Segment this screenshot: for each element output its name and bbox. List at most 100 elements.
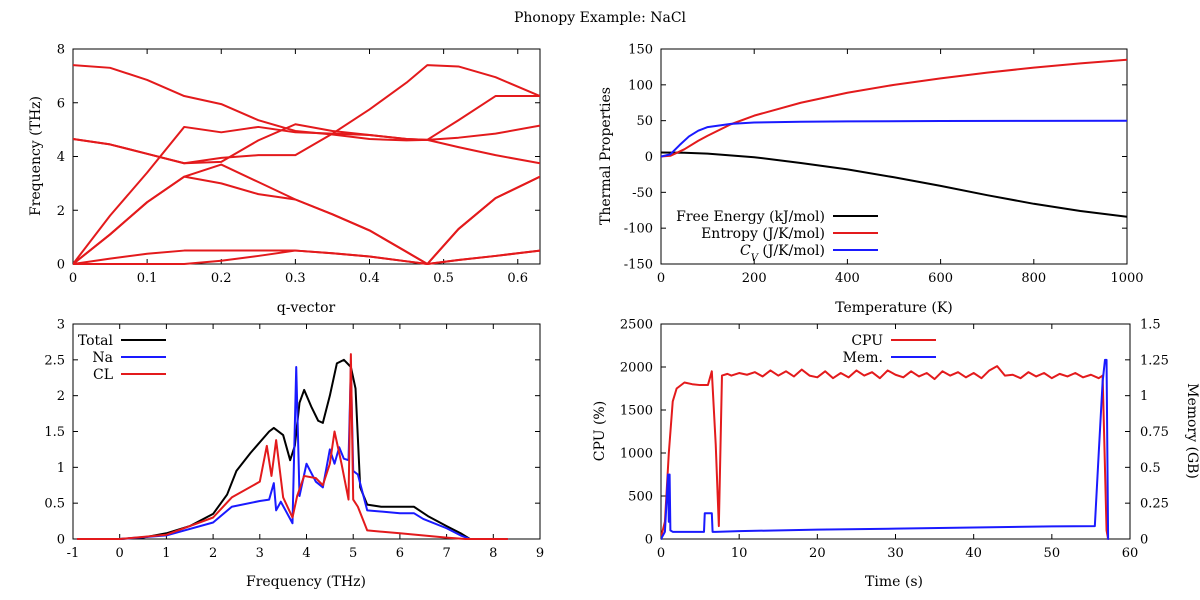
x-tick-label: 10 [731,546,748,561]
y-tick-label: 3 [57,318,65,333]
branch-7-line [73,249,540,265]
x-tick-label: 0.6 [507,271,528,286]
memory-y-axis-label: Memory (GB) [1184,383,1200,479]
branch-6-line [73,175,540,265]
x-tick-label: 4 [302,546,310,561]
cpu-memory-panel: 0 10 20 30 40 50 600500100015002000250000.250.… [592,318,1200,591]
thermal-x-axis-label: Temperature (K) [835,300,953,316]
y-tick-label: 1.5 [44,425,65,440]
x-tick-label: 0.4 [359,271,380,286]
band-structure-panel: 0 0.1 0.2 0.3 0.4 0.5 0.6 0 2 4 6 8 q-vector Freque… [28,43,541,316]
legend-label: Total [78,333,114,349]
x-tick-label: -1 [67,546,80,561]
y-tick-label: 0 [57,258,65,273]
legend-label: Na [92,350,113,366]
y-tick-label: 2 [57,389,65,404]
y-tick-label: -50 [632,186,653,201]
y2-tick-label: 0.5 [1140,461,1161,476]
x-tick-label: 7 [442,546,450,561]
y2-tick-label: 0.25 [1140,497,1169,512]
y2-tick-label: 1.5 [1140,318,1161,333]
y2-tick-label: 0 [1140,533,1148,548]
dos-axis-ticks: -1 0 1 2 3 4 5 6 7 8 900.511.522.53 [44,318,544,562]
cpu-axis-ticks: 0 10 20 30 40 50 600500100015002000250000.250.… [620,318,1169,562]
thermal-properties-panel: 0 200 400 600 800 1000 -150 -100 -50 0 50 100 150 Fr… [598,43,1144,317]
thermal-y-axis-label: Thermal Properties [598,87,614,225]
legend-label-main: C [740,243,751,259]
x-tick-label: 400 [835,271,860,286]
legend-label: Mem. [843,350,883,366]
y-tick-label: 2.5 [44,353,65,368]
thermal-legend: Free Energy (kJ/mol)Entropy (J/K/mol)CV … [676,209,878,264]
y-tick-label: 50 [636,114,653,129]
y-tick-label: 2500 [620,318,653,333]
entropy-j-k-mol-line [661,58,1127,158]
x-tick-label: 0.5 [433,271,454,286]
y2-tick-label: 1 [1140,389,1148,404]
x-tick-label: 20 [809,546,826,561]
x-tick-label: 200 [742,271,767,286]
y-tick-label: 1000 [620,447,653,462]
cpu-y-axis-label: CPU (%) [592,401,608,461]
x-tick-label: 6 [396,546,404,561]
figure-title: Phonopy Example: NaCl [514,10,687,26]
x-tick-label: 9 [536,546,544,561]
legend-label-tail: (J/K/mol) [758,243,825,259]
x-tick-label: 0 [657,271,665,286]
band-y-axis-label: Frequency (THz) [28,96,44,216]
y-tick-label: 1500 [620,404,653,419]
branch-8-line [73,249,540,265]
x-tick-label: 0 [657,546,665,561]
x-tick-label: 50 [1044,546,1061,561]
x-tick-label: 0 [116,546,124,561]
x-tick-label: 0.3 [285,271,306,286]
total-line [76,358,504,540]
x-tick-label: 40 [965,546,982,561]
y-tick-label: 6 [57,96,65,111]
legend-label: CL [93,367,113,383]
branch-3-line [73,64,540,165]
cpu-series-group [661,358,1110,540]
x-tick-label: 1 [162,546,170,561]
x-tick-label: 8 [489,546,497,561]
y-tick-label: 100 [628,78,653,93]
branch-5-line [73,163,540,265]
band-series-group [73,64,540,265]
y-tick-label: -150 [624,258,653,273]
y-tick-label: -100 [624,222,653,237]
y-tick-label: 1 [57,461,65,476]
x-tick-label: 0.2 [211,271,232,286]
c-line [661,119,1127,158]
x-tick-label: 600 [928,271,953,286]
thermal-series-group [661,58,1127,218]
y-tick-label: 8 [57,43,65,58]
legend-label: CV (J/K/mol) [740,243,825,264]
x-tick-label: 60 [1122,546,1139,561]
legend-label-sub: V [751,253,760,264]
cpu-line [661,365,1110,540]
y2-tick-label: 0.75 [1140,425,1169,440]
y-tick-label: 0 [57,533,65,548]
mem-line [661,358,1110,540]
free-energy-kj-mol-line [661,151,1127,218]
y-tick-label: 150 [628,43,653,58]
thermal-axis-ticks: 0 200 400 600 800 1000 -150 -100 -50 0 50 100 150 [624,43,1144,287]
x-tick-label: 0.1 [137,271,158,286]
dos-series-group [76,353,509,540]
na-line [76,366,509,540]
cl-line [76,353,509,540]
band-axis-ticks: 0 0.1 0.2 0.3 0.4 0.5 0.6 0 2 4 6 8 [57,43,540,286]
x-tick-label: 5 [349,546,357,561]
x-tick-label: 800 [1021,271,1046,286]
band-plot-frame [72,48,541,265]
x-tick-label: 2 [209,546,217,561]
y2-tick-label: 1.25 [1140,353,1169,368]
cpu-x-axis-label: Time (s) [865,574,923,590]
dos-x-axis-label: Frequency (THz) [246,574,366,590]
legend-label: CPU [851,333,883,349]
x-tick-label: 30 [887,546,904,561]
